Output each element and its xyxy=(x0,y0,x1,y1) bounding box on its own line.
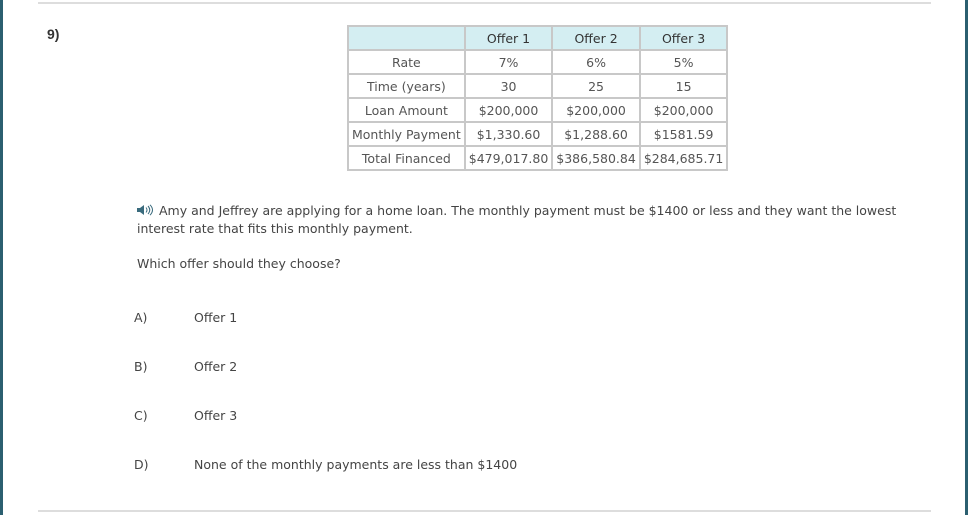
option-letter: A) xyxy=(134,310,148,325)
table-cell: $479,017.80 xyxy=(463,145,554,171)
table-cell: $200,000 xyxy=(463,97,554,123)
option-text: Offer 3 xyxy=(194,408,238,423)
speaker-icon[interactable] xyxy=(137,203,155,216)
answer-option[interactable]: D) None of the monthly payments are less … xyxy=(134,457,517,472)
table-row: Total Financed $479,017.80 $386,580.84 $284… xyxy=(347,145,729,171)
table-cell: 6% xyxy=(551,49,641,75)
option-text: Offer 1 xyxy=(194,310,238,325)
offers-table: Offer 1 Offer 2 Offer 3 Rate 7% 6% 5% Time (yea… xyxy=(347,25,729,171)
bottom-divider xyxy=(38,510,931,512)
table-cell: $200,000 xyxy=(638,97,729,123)
table-cell: 15 xyxy=(638,73,729,99)
table-header-row: Offer 1 Offer 2 Offer 3 xyxy=(347,25,729,51)
table-cell: $386,580.84 xyxy=(551,145,641,171)
question-number: 9) xyxy=(47,26,60,42)
table-cell: $1,288.60 xyxy=(551,121,641,147)
right-edge-bar xyxy=(965,0,968,515)
table-row: Time (years) 30 25 15 xyxy=(347,73,729,99)
table-row: Monthly Payment $1,330.60 $1,288.60 $1581.5… xyxy=(347,121,729,147)
table-cell: 5% xyxy=(638,49,729,75)
prompt-text: Amy and Jeffrey are applying for a home … xyxy=(137,203,897,236)
option-text: Offer 2 xyxy=(194,359,238,374)
column-header xyxy=(347,25,466,51)
table-cell: 7% xyxy=(463,49,554,75)
answer-option[interactable]: B) Offer 2 xyxy=(134,359,237,374)
row-label: Monthly Payment xyxy=(347,121,466,147)
table-cell: 30 xyxy=(463,73,554,99)
table-row: Rate 7% 6% 5% xyxy=(347,49,729,75)
question-ask: Which offer should they choose? xyxy=(137,256,341,271)
table-cell: $200,000 xyxy=(551,97,641,123)
table-cell: $1581.59 xyxy=(638,121,729,147)
table-cell: $284,685.71 xyxy=(638,145,729,171)
table-cell: 25 xyxy=(551,73,641,99)
table-row: Loan Amount $200,000 $200,000 $200,000 xyxy=(347,97,729,123)
answer-option[interactable]: C) Offer 3 xyxy=(134,408,237,423)
table-cell: $1,330.60 xyxy=(463,121,554,147)
option-text: None of the monthly payments are less th… xyxy=(194,457,518,472)
option-letter: C) xyxy=(134,408,148,423)
column-header: Offer 2 xyxy=(551,25,641,51)
column-header: Offer 1 xyxy=(463,25,554,51)
left-edge-bar xyxy=(0,0,3,515)
option-letter: D) xyxy=(134,457,149,472)
row-label: Rate xyxy=(347,49,466,75)
column-header: Offer 3 xyxy=(638,25,729,51)
question-prompt: Amy and Jeffrey are applying for a home … xyxy=(137,202,927,238)
row-label: Loan Amount xyxy=(347,97,466,123)
row-label: Total Financed xyxy=(347,145,466,171)
row-label: Time (years) xyxy=(347,73,466,99)
top-divider xyxy=(38,2,931,4)
answer-option[interactable]: A) Offer 1 xyxy=(134,310,237,325)
option-letter: B) xyxy=(134,359,148,374)
